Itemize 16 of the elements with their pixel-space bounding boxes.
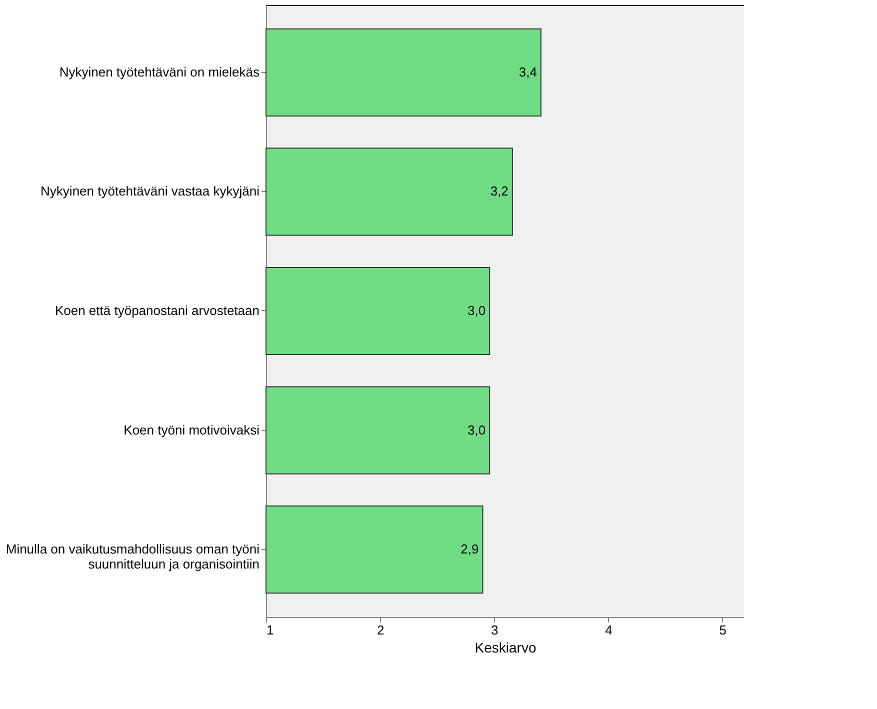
y-tick-label: Koen työni motivoivaksi [124, 422, 260, 438]
data-label: 3,2 [490, 184, 508, 199]
x-axis-title: Keskiarvo [474, 640, 536, 656]
data-label: 3,0 [468, 303, 486, 318]
x-tick-label: 3 [491, 622, 498, 638]
data-label: 3,0 [468, 422, 486, 438]
y-tick-label: Minulla on vaikutusmahdollisuus oman työni suunnitteluun ja organisointiin [6, 542, 260, 572]
y-tick-label: Nykyinen työtehtäväni vastaa kykyjäni [40, 184, 260, 199]
x-tick-label: 2 [376, 622, 384, 638]
data-label: 3,4 [518, 64, 537, 80]
x-tick-label: 1 [266, 622, 274, 638]
x-tick-label: 5 [719, 622, 726, 638]
y-tick-label: Koen että työpanostani arvostetaan [54, 303, 260, 318]
data-label: 2,9 [460, 542, 479, 557]
x-tick-label: 4 [605, 622, 612, 638]
y-tick-label: Nykyinen työtehtäväni on mielekäs [59, 64, 260, 80]
